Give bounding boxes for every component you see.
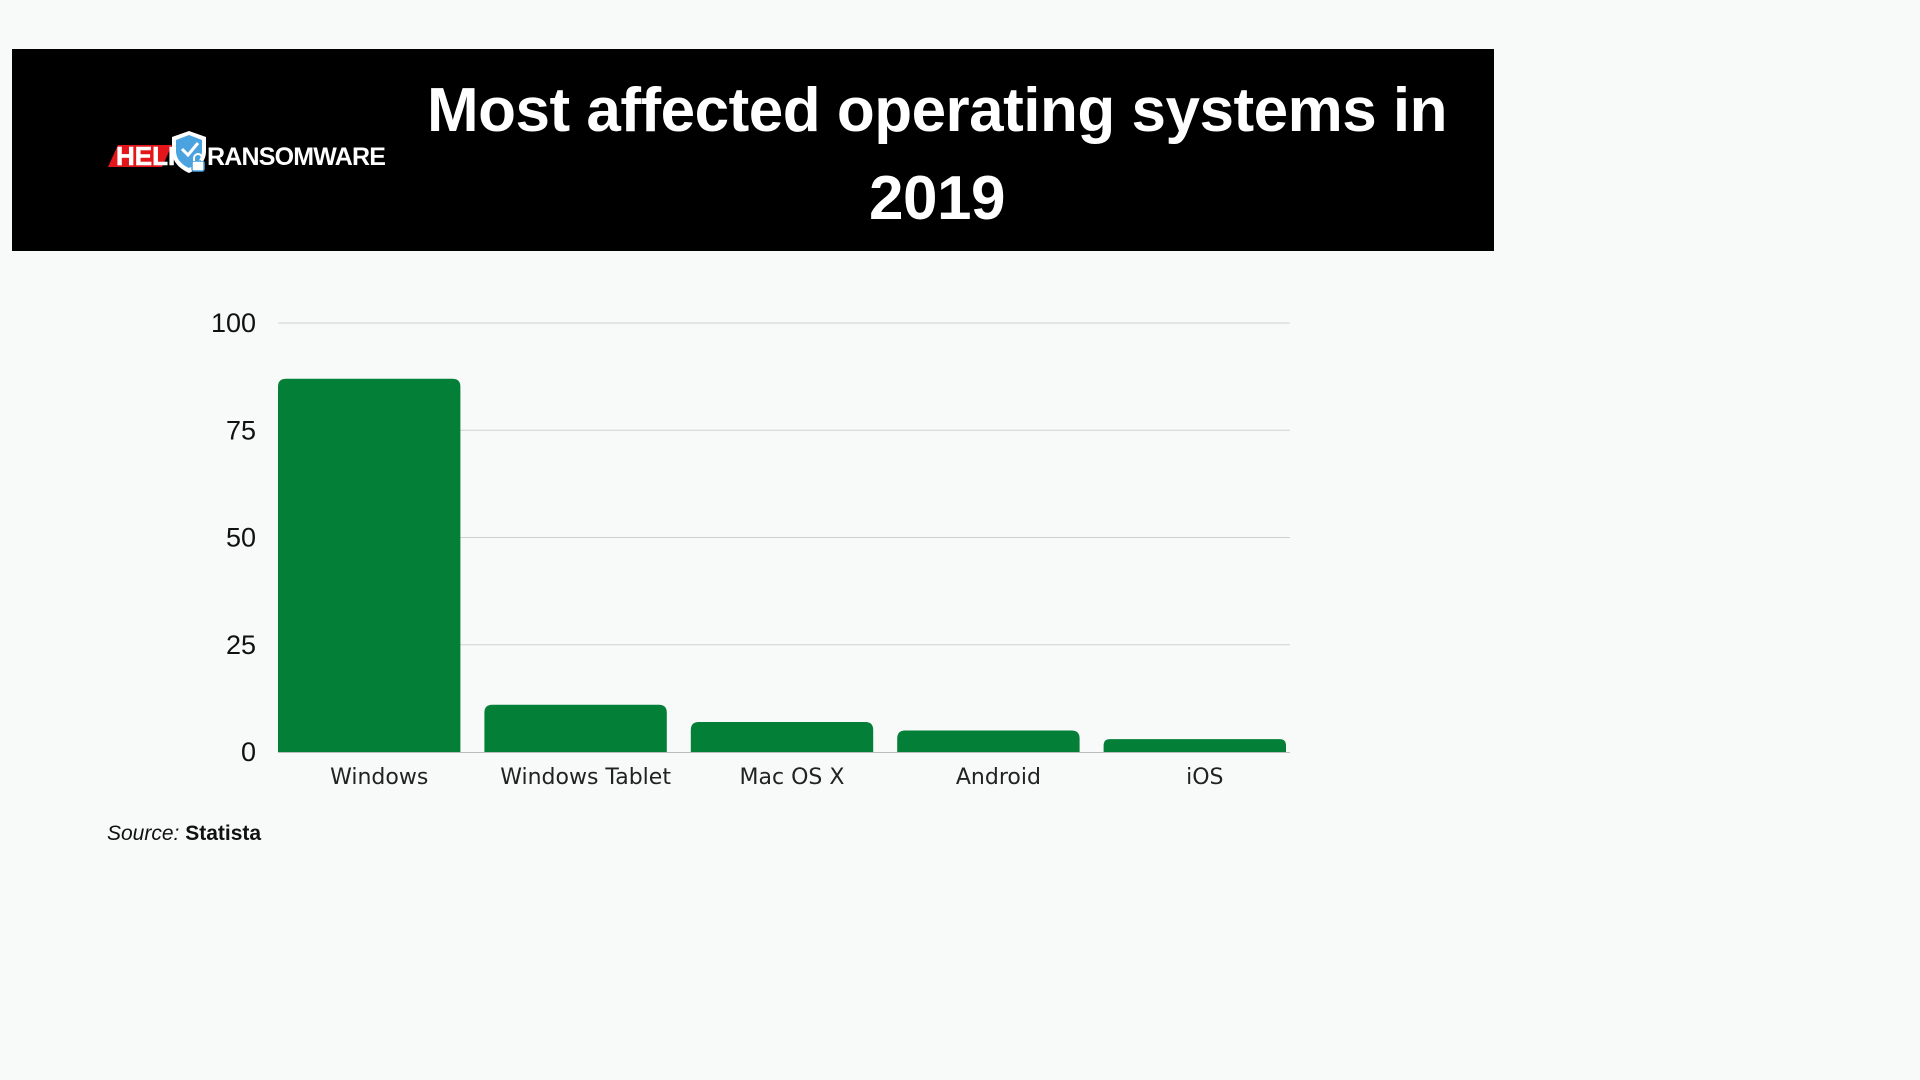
helpransomware-logo: HELP RANSOMWARE xyxy=(108,131,386,173)
header-banner: HELP RANSOMWARE Most affected operating … xyxy=(12,49,1494,251)
y-tick-label: 0 xyxy=(241,737,256,767)
shield-lock-icon xyxy=(172,131,206,173)
bar-ios xyxy=(1103,739,1286,752)
source-note: Source: Statista xyxy=(107,822,261,846)
bar-windows xyxy=(278,378,461,752)
x-tick-label: iOS xyxy=(1186,765,1223,790)
source-label: Source: xyxy=(107,822,180,845)
page-title: Most affected operating systems in 2019 xyxy=(426,76,1448,233)
bar-windows-tablet xyxy=(484,704,667,752)
x-tick-label: Windows Tablet xyxy=(500,765,671,790)
bar-mac-os-x xyxy=(690,721,874,752)
logo-text-ransomware: RANSOMWARE xyxy=(207,143,385,171)
logo-red-stripe xyxy=(108,145,172,167)
x-tick-label: Windows xyxy=(330,765,428,790)
bar-chart: 0 25 50 75 100 Windows Windows Tablet Mac OS X A… xyxy=(211,308,1290,790)
y-tick-label: 50 xyxy=(226,523,256,553)
y-tick-label: 75 xyxy=(226,415,256,445)
source-value: Statista xyxy=(185,822,262,845)
x-tick-label: Android xyxy=(956,765,1041,790)
x-tick-label: Mac OS X xyxy=(740,765,845,790)
y-tick-label: 25 xyxy=(226,630,256,660)
y-tick-label: 100 xyxy=(211,308,256,338)
bar-android xyxy=(897,730,1080,752)
